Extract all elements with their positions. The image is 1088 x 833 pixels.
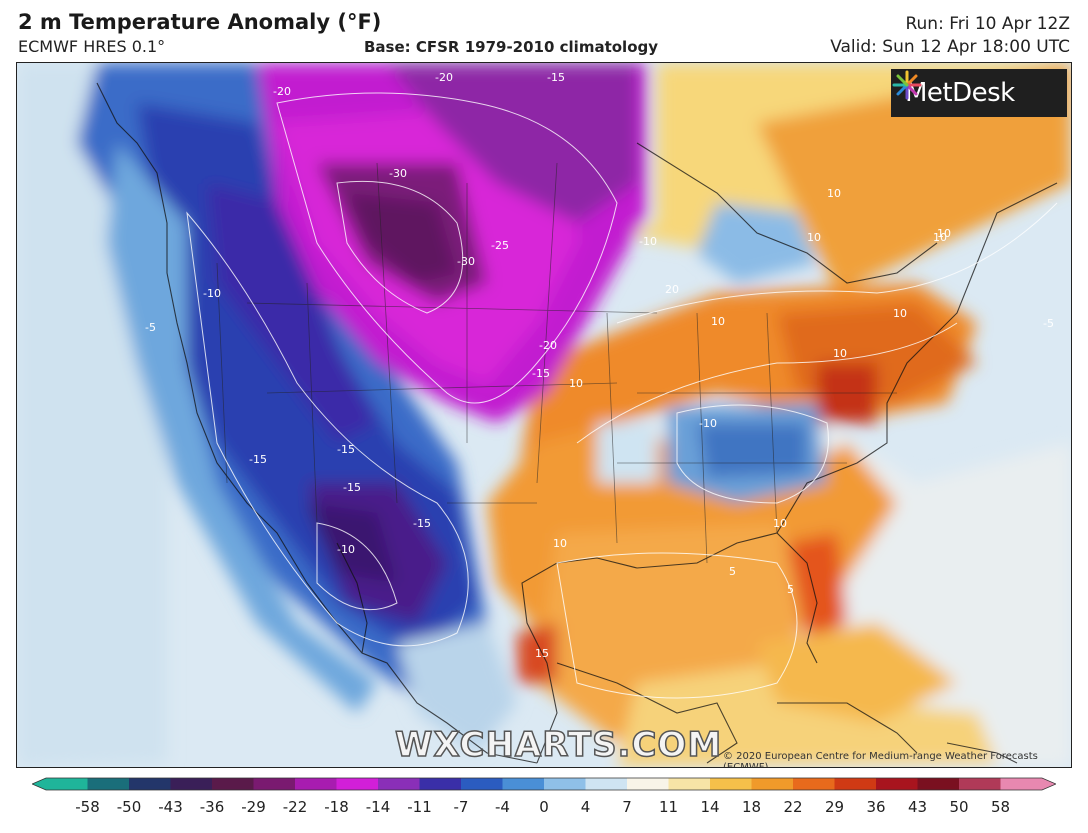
contour-label: 10 — [553, 537, 567, 550]
contour-label: -10 — [203, 287, 221, 300]
valid-time-label: Valid: Sun 12 Apr 18:00 UTC — [830, 37, 1070, 57]
colorbar-tick-label: -58 — [75, 798, 100, 816]
colorbar-outline — [32, 777, 1056, 791]
colorbar-tick-label: -4 — [495, 798, 510, 816]
contour-label: 5 — [787, 583, 794, 596]
colorbar-swatch — [129, 778, 171, 790]
colorbar-tick-label: 36 — [866, 798, 886, 816]
contour-label: -10 — [337, 543, 355, 556]
colorbar-swatch — [793, 778, 835, 790]
colorbar-tick-label: -29 — [241, 798, 266, 816]
colorbar-swatch — [336, 778, 379, 790]
colorbar-swatch — [378, 778, 420, 790]
contour-label: -15 — [547, 71, 565, 84]
colorbar-tick-label: 50 — [949, 798, 969, 816]
colorbar-tick-label: -11 — [407, 798, 432, 816]
colorbar-tick-label: -36 — [199, 798, 225, 816]
colorbar-tick-label: 22 — [783, 798, 803, 816]
colorbar-tick-label: 11 — [658, 798, 679, 816]
contour-label: -5 — [145, 321, 156, 334]
coastlines — [96, 82, 1058, 764]
colorbar-swatch — [1000, 778, 1043, 790]
wxcharts-watermark: WXCHARTS.COM — [394, 724, 723, 766]
colorbar-swatch — [212, 778, 254, 790]
colorbar-swatch — [461, 778, 503, 790]
colorbar-swatch — [544, 778, 586, 790]
colorbar-swatch — [502, 778, 545, 790]
colorbar — [32, 777, 1056, 791]
contour-label: -20 — [435, 71, 453, 84]
metdesk-logo: MetDesk — [891, 69, 1067, 117]
colorbar-swatch — [917, 778, 960, 790]
colorbar-tick-label: 0 — [539, 798, 549, 816]
contour-label-group: -20 -15 -20 -30 -25 -30 -10 -20 -15 -10 … — [145, 71, 1054, 660]
contour-label: 10 — [833, 347, 847, 360]
contour-label: -30 — [457, 255, 475, 268]
colorbar-tick-label: 58 — [990, 798, 1011, 816]
colorbar-tick-label: 4 — [580, 798, 591, 816]
colorbar-tick-label: -22 — [282, 798, 308, 816]
colorbar-tick-label: 29 — [824, 798, 845, 816]
colorbar-tick-label: 18 — [741, 798, 762, 816]
colorbar-max-arrow — [1042, 778, 1056, 790]
contour-label: 10 — [569, 377, 583, 390]
climatology-base-label: Base: CFSR 1979-2010 climatology — [364, 38, 659, 56]
model-label: ECMWF HRES 0.1° — [18, 37, 166, 56]
contour-label: -10 — [699, 417, 717, 430]
contour-label: -10 — [639, 235, 657, 248]
metdesk-logo-text: MetDesk — [905, 78, 1015, 108]
colorbar-tick-label: -43 — [158, 798, 183, 816]
metdesk-burst-icon — [892, 70, 922, 100]
contour-label: 10 — [711, 315, 725, 328]
contour-label: -15 — [532, 367, 550, 380]
colorbar-swatch — [419, 778, 462, 790]
contour-label: 10 — [807, 231, 821, 244]
colorbar-swatch — [253, 778, 296, 790]
colorbar-tick-label: -7 — [453, 798, 469, 816]
contour-label: 10 — [893, 307, 907, 320]
contour-label: -15 — [343, 481, 361, 494]
contour-label: -15 — [249, 453, 267, 466]
map-panel: -20 -15 -20 -30 -25 -30 -10 -20 -15 -10 … — [16, 62, 1072, 768]
contour-label: -30 — [389, 167, 407, 180]
colorbar-tick-label: 14 — [700, 798, 720, 816]
ecmwf-copyright: © 2020 European Centre for Medium-range … — [723, 751, 1038, 768]
colorbar-swatch — [585, 778, 628, 790]
colorbar-swatch — [295, 778, 337, 790]
contour-label: 10 — [827, 187, 841, 200]
colorbar-tick-label: 7 — [622, 798, 632, 816]
anomaly-map: -20 -15 -20 -30 -25 -30 -10 -20 -15 -10 … — [17, 63, 1071, 767]
contour-label: 10 — [773, 517, 787, 530]
contour-label: 20 — [665, 283, 679, 296]
contour-label: -15 — [337, 443, 355, 456]
contour-label: -15 — [413, 517, 431, 530]
colorbar-swatch — [627, 778, 669, 790]
colorbar-tick-label: -14 — [365, 798, 391, 816]
contour-label: -20 — [273, 85, 291, 98]
colorbar-swatch — [876, 778, 918, 790]
colorbar-swatch — [751, 778, 794, 790]
colorbar-swatch — [834, 778, 877, 790]
contour-label: -25 — [491, 239, 509, 252]
colorbar-min-arrow — [32, 778, 46, 790]
contour-label: 10 — [937, 227, 951, 240]
colorbar-swatch — [170, 778, 213, 790]
run-time-label: Run: Fri 10 Apr 12Z — [905, 14, 1070, 34]
colorbar-tick-label: 43 — [907, 798, 928, 816]
colorbar-swatch — [46, 778, 88, 790]
colorbar-tick-label: -50 — [116, 798, 142, 816]
colorbar-swatch — [710, 778, 752, 790]
chart-title: 2 m Temperature Anomaly (°F) — [18, 10, 382, 34]
contour-label: 10 — [933, 231, 947, 244]
contour-label: -20 — [539, 339, 557, 352]
anomaly-contours — [186, 92, 1058, 699]
contour-label: 5 — [729, 565, 736, 578]
contour-label: -5 — [1043, 317, 1054, 330]
colorbar-swatch — [668, 778, 711, 790]
contour-label: 15 — [535, 647, 549, 660]
colorbar-tick-label: -18 — [324, 798, 349, 816]
colorbar-swatch — [959, 778, 1001, 790]
colorbar-swatch — [87, 778, 130, 790]
